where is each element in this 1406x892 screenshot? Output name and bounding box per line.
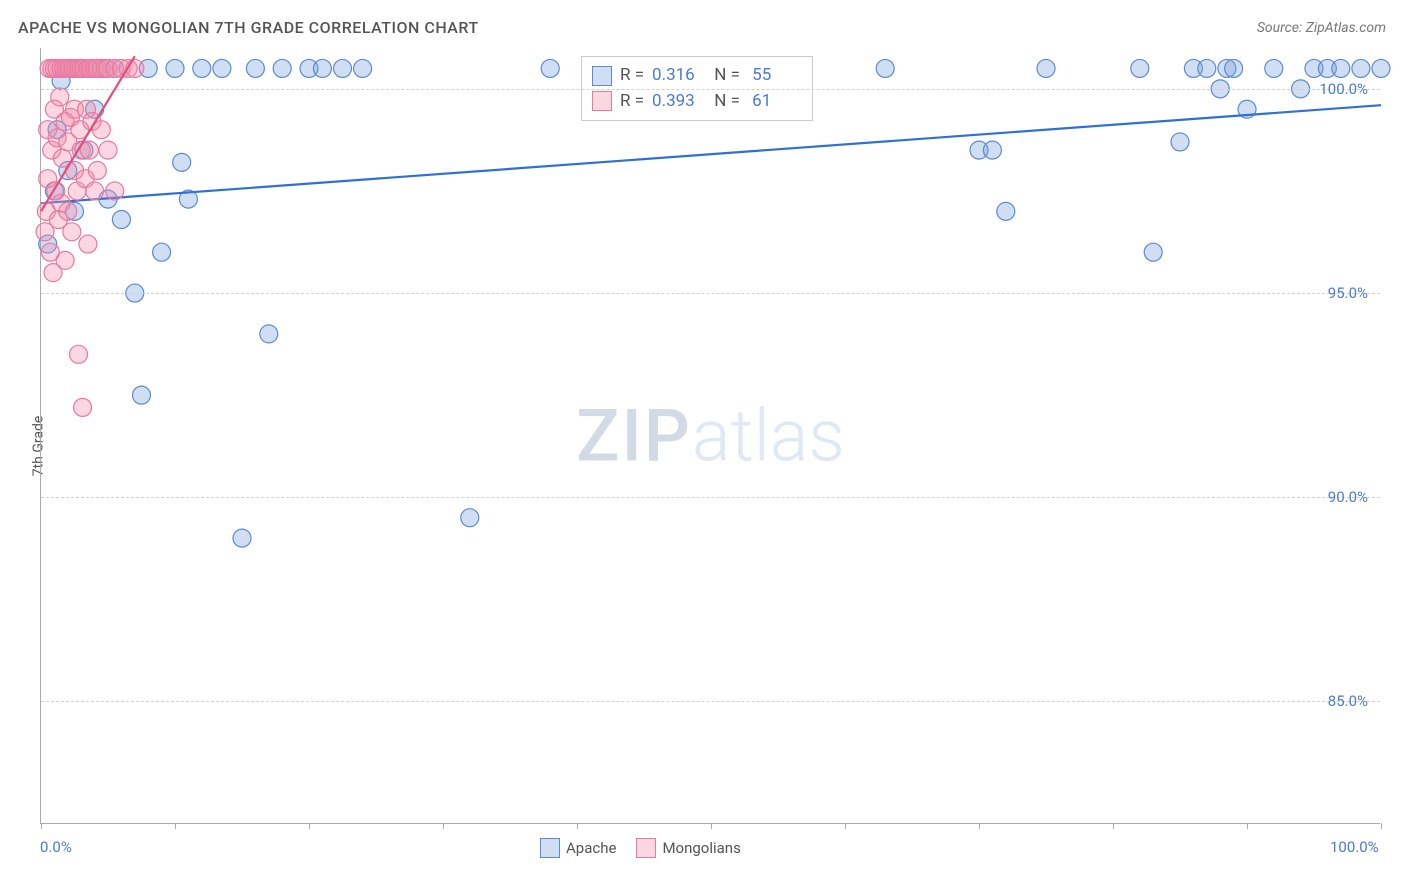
scatter-point <box>983 141 1001 159</box>
scatter-point <box>541 59 559 77</box>
scatter-point <box>99 141 117 159</box>
chart-title: APACHE VS MONGOLIAN 7TH GRADE CORRELATIO… <box>18 18 479 37</box>
scatter-point <box>233 529 251 547</box>
y-tick-label: 100.0% <box>1319 80 1368 98</box>
scatter-point <box>88 162 106 180</box>
x-tick-label: 100.0% <box>1330 838 1379 856</box>
stat-r-label: R = <box>620 63 644 89</box>
stat-r-value: 0.393 <box>652 89 702 115</box>
scatter-point <box>354 59 372 77</box>
x-tick <box>1381 823 1382 829</box>
scatter-point <box>461 509 479 527</box>
scatter-point <box>246 59 264 77</box>
source-label: Source: ZipAtlas.com <box>1257 20 1386 36</box>
scatter-point <box>133 386 151 404</box>
scatter-point <box>63 223 81 241</box>
x-tick <box>175 823 176 829</box>
bottom-legend: Apache Mongolians <box>540 838 741 858</box>
scatter-point <box>1171 133 1189 151</box>
scatter-point <box>1144 243 1162 261</box>
x-tick <box>443 823 444 829</box>
x-tick-label: 0.0% <box>40 838 72 856</box>
stat-r-value: 0.316 <box>652 63 702 89</box>
gridline <box>41 293 1380 294</box>
stat-n-value: 55 <box>748 63 798 89</box>
legend-label: Mongolians <box>662 839 740 857</box>
x-tick <box>41 823 42 829</box>
x-tick <box>1247 823 1248 829</box>
scatter-point <box>173 153 191 171</box>
scatter-point <box>1352 59 1370 77</box>
scatter-point <box>1131 59 1149 77</box>
x-tick <box>1113 823 1114 829</box>
scatter-point <box>153 243 171 261</box>
stat-n-label: N = <box>710 89 740 115</box>
scatter-point <box>1332 59 1350 77</box>
x-tick <box>577 823 578 829</box>
scatter-point <box>313 59 331 77</box>
x-tick <box>979 823 980 829</box>
scatter-point <box>70 345 88 363</box>
scatter-point <box>59 202 77 220</box>
legend-item: Apache <box>540 838 616 858</box>
scatter-point <box>260 325 278 343</box>
scatter-point <box>997 202 1015 220</box>
legend-swatch <box>592 91 612 111</box>
scatter-point <box>112 211 130 229</box>
legend-swatch <box>540 838 560 858</box>
stat-n-label: N = <box>710 63 740 89</box>
y-tick-label: 90.0% <box>1328 488 1368 506</box>
stats-row: R = 0.393 N = 61 <box>592 89 798 115</box>
y-tick-label: 95.0% <box>1328 284 1368 302</box>
y-tick-label: 85.0% <box>1328 692 1368 710</box>
x-tick <box>845 823 846 829</box>
stat-r-label: R = <box>620 89 644 115</box>
legend-swatch <box>636 838 656 858</box>
x-tick <box>309 823 310 829</box>
scatter-point <box>1265 59 1283 77</box>
scatter-point <box>1037 59 1055 77</box>
stat-n-value: 61 <box>748 89 798 115</box>
scatter-point <box>1225 59 1243 77</box>
scatter-point <box>334 59 352 77</box>
scatter-point <box>86 182 104 200</box>
gridline <box>41 701 1380 702</box>
scatter-point <box>193 59 211 77</box>
scatter-point <box>876 59 894 77</box>
scatter-point <box>56 251 74 269</box>
legend-item: Mongolians <box>636 838 740 858</box>
scatter-point <box>213 59 231 77</box>
plot-area: ZIPatlas R =0.316 N = 55R =0.393 N = 61 … <box>40 48 1380 824</box>
legend-label: Apache <box>566 839 616 857</box>
gridline <box>41 89 1380 90</box>
scatter-svg <box>41 48 1380 823</box>
scatter-point <box>106 182 124 200</box>
x-tick <box>711 823 712 829</box>
scatter-point <box>51 88 69 106</box>
scatter-point <box>273 59 291 77</box>
legend-swatch <box>592 66 612 86</box>
scatter-point <box>79 235 97 253</box>
scatter-point <box>1372 59 1390 77</box>
stats-row: R = 0.316 N = 55 <box>592 63 798 89</box>
gridline <box>41 497 1380 498</box>
scatter-point <box>74 398 92 416</box>
scatter-point <box>1198 59 1216 77</box>
scatter-point <box>166 59 184 77</box>
